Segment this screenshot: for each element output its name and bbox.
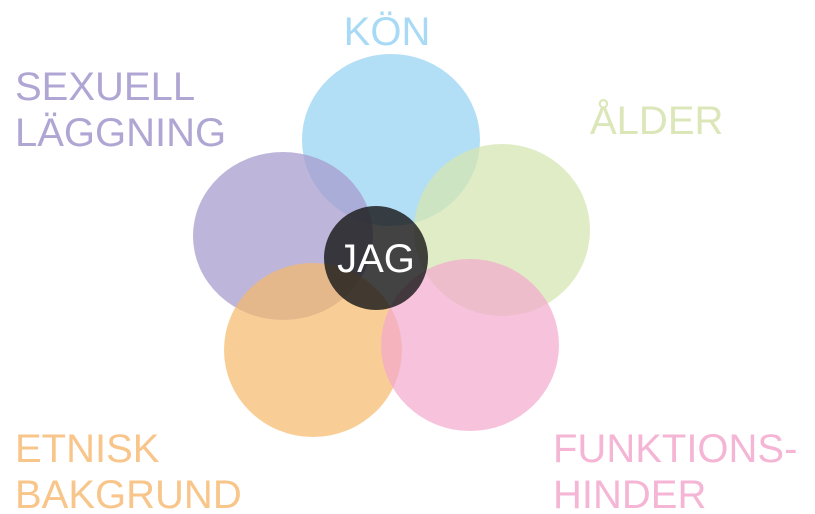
node-label: FUNKTIONS- bbox=[553, 427, 797, 471]
node-label: KÖN bbox=[344, 10, 431, 54]
node-label: SEXUELL bbox=[15, 65, 195, 109]
node-label: ETNISK bbox=[15, 427, 160, 471]
node-label: HINDER bbox=[553, 473, 706, 514]
circle-funktion bbox=[381, 259, 559, 431]
circles bbox=[193, 54, 590, 437]
node-label: LÄGGNING bbox=[15, 111, 226, 155]
center-label: JAG bbox=[337, 237, 415, 281]
circle-jag bbox=[324, 206, 428, 310]
node-label: ÅLDER bbox=[590, 98, 723, 143]
node-label: BAKGRUND bbox=[15, 473, 242, 514]
